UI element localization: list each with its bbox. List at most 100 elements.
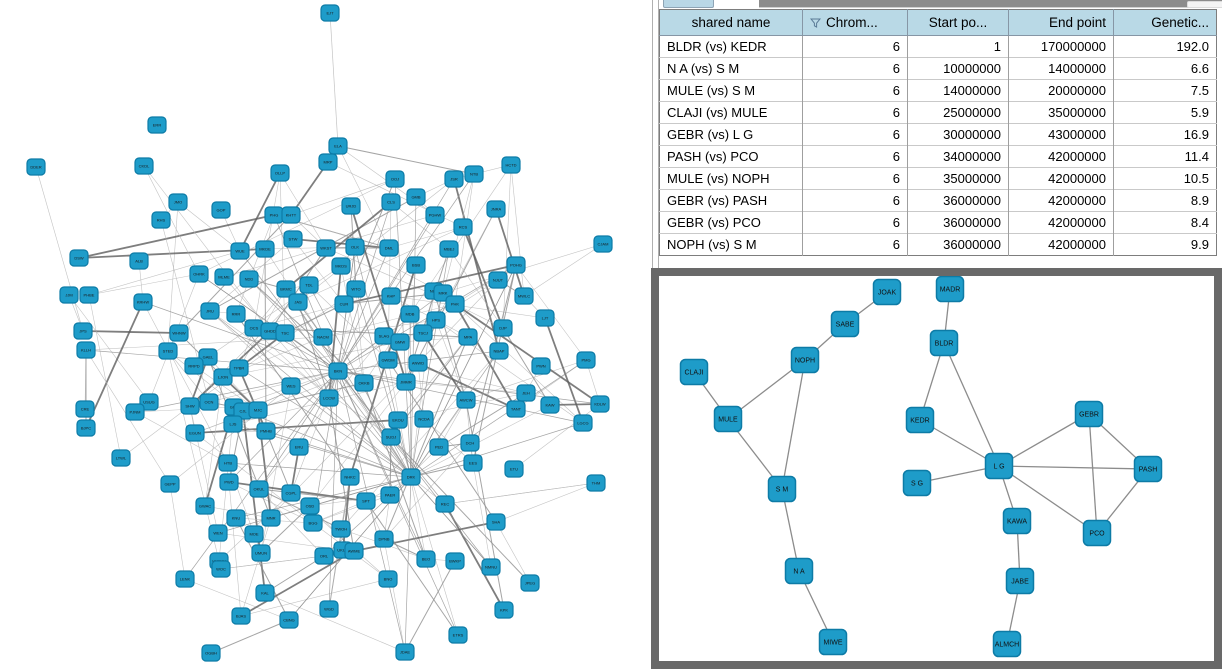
network-node[interactable] xyxy=(486,200,506,218)
network-node[interactable] xyxy=(195,497,215,515)
network-node[interactable] xyxy=(129,252,149,270)
network-node[interactable] xyxy=(201,644,221,662)
network-node[interactable] xyxy=(463,454,483,472)
network-node[interactable] xyxy=(300,497,320,515)
network-node[interactable] xyxy=(255,240,275,258)
network-node[interactable] xyxy=(540,396,560,414)
cell-r5-c1[interactable]: 6 xyxy=(802,145,908,168)
cell-r1-c4[interactable]: 6.6 xyxy=(1113,57,1217,80)
subnetwork-edge-NOPH-SM[interactable] xyxy=(781,359,806,490)
subnetwork-node-ALMCH[interactable] xyxy=(992,630,1022,658)
network-node[interactable] xyxy=(200,302,220,320)
network-node[interactable] xyxy=(299,276,319,294)
network-node[interactable] xyxy=(504,460,524,478)
cell-r9-c4[interactable]: 9.9 xyxy=(1113,233,1217,256)
network-node[interactable] xyxy=(134,157,154,175)
cell-r5-c4[interactable]: 11.4 xyxy=(1113,145,1217,168)
cell-r3-c1[interactable]: 6 xyxy=(802,101,908,124)
cell-r4-c4[interactable]: 16.9 xyxy=(1113,123,1217,146)
cell-r1-c3[interactable]: 14000000 xyxy=(1008,57,1114,80)
network-node[interactable] xyxy=(281,206,301,224)
network-node[interactable] xyxy=(414,410,434,428)
network-node[interactable] xyxy=(401,468,421,486)
network-node[interactable] xyxy=(256,422,276,440)
subnetwork-node-SM[interactable] xyxy=(767,475,797,503)
cell-r7-c2[interactable]: 36000000 xyxy=(907,189,1009,212)
table-row[interactable]: GEBR (vs) PCO 6 36000000 42000000 8.4 xyxy=(659,211,1217,234)
network-node[interactable] xyxy=(439,240,459,258)
network-node[interactable] xyxy=(133,293,153,311)
cell-r8-c3[interactable]: 42000000 xyxy=(1008,211,1114,234)
cell-r6-c0[interactable]: MULE (vs) NOPH xyxy=(659,167,803,190)
network-node[interactable] xyxy=(385,170,405,188)
cell-r3-c0[interactable]: CLAJI (vs) MULE xyxy=(659,101,803,124)
network-node[interactable] xyxy=(223,415,243,433)
network-node[interactable] xyxy=(313,328,333,346)
network-node[interactable] xyxy=(345,238,365,256)
network-node[interactable] xyxy=(226,305,246,323)
network-node[interactable] xyxy=(255,584,275,602)
network-node[interactable] xyxy=(139,393,159,411)
network-node[interactable] xyxy=(239,270,259,288)
network-node[interactable] xyxy=(590,395,610,413)
column-header-genetic-[interactable]: Genetic... xyxy=(1113,9,1217,36)
table-scrollbar-track[interactable] xyxy=(759,0,1222,8)
network-node[interactable] xyxy=(486,513,506,531)
network-node[interactable] xyxy=(481,558,501,576)
cell-r2-c0[interactable]: MULE (vs) S M xyxy=(659,79,803,102)
network-node[interactable] xyxy=(316,239,336,257)
cell-r2-c4[interactable]: 7.5 xyxy=(1113,79,1217,102)
table-row[interactable]: GEBR (vs) PASH 6 36000000 42000000 8.9 xyxy=(659,189,1217,212)
network-node[interactable] xyxy=(388,411,408,429)
network-node[interactable] xyxy=(381,428,401,446)
cell-r7-c4[interactable]: 8.9 xyxy=(1113,189,1217,212)
subnetwork-edge-LG-PASH[interactable] xyxy=(998,465,1149,470)
network-node[interactable] xyxy=(406,256,426,274)
subnetwork-edge-LG-PCO[interactable] xyxy=(998,465,1098,534)
network-node[interactable] xyxy=(400,305,420,323)
cell-r9-c3[interactable]: 42000000 xyxy=(1008,233,1114,256)
network-node[interactable] xyxy=(378,570,398,588)
cell-r8-c4[interactable]: 8.4 xyxy=(1113,211,1217,234)
network-node[interactable] xyxy=(328,362,348,380)
cell-r1-c2[interactable]: 10000000 xyxy=(907,57,1009,80)
network-node[interactable] xyxy=(493,319,513,337)
subnetwork-edge-GEBR-PCO[interactable] xyxy=(1088,413,1098,534)
network-node[interactable] xyxy=(406,188,426,206)
network-node[interactable] xyxy=(390,333,410,351)
table-row[interactable]: NOPH (vs) S M 6 36000000 42000000 9.9 xyxy=(659,233,1217,256)
subnetwork-node-BLDR[interactable] xyxy=(929,329,959,357)
network-node[interactable] xyxy=(270,164,290,182)
subnetwork-node-SG[interactable] xyxy=(902,469,932,497)
network-node[interactable] xyxy=(73,322,93,340)
table-row[interactable]: CLAJI (vs) MULE 6 25000000 35000000 5.9 xyxy=(659,101,1217,124)
cell-r3-c3[interactable]: 35000000 xyxy=(1008,101,1114,124)
network-node[interactable] xyxy=(226,509,246,527)
cell-r8-c1[interactable]: 6 xyxy=(802,211,908,234)
network-node[interactable] xyxy=(429,438,449,456)
network-node[interactable] xyxy=(573,414,593,432)
network-node[interactable] xyxy=(288,293,308,311)
table-row[interactable]: BLDR (vs) KEDR 6 1 170000000 192.0 xyxy=(659,35,1217,58)
network-node[interactable] xyxy=(318,153,338,171)
network-node[interactable] xyxy=(59,286,79,304)
cell-r6-c2[interactable]: 35000000 xyxy=(907,167,1009,190)
subnetwork-node-MULE[interactable] xyxy=(713,405,743,433)
network-node[interactable] xyxy=(160,475,180,493)
column-header-chrom-[interactable]: Chrom... xyxy=(802,9,908,36)
network-node[interactable] xyxy=(319,389,339,407)
column-header-end-point[interactable]: End point xyxy=(1008,9,1114,36)
network-node[interactable] xyxy=(175,570,195,588)
network-node[interactable] xyxy=(379,239,399,257)
network-node[interactable] xyxy=(289,438,309,456)
network-node[interactable] xyxy=(214,268,234,286)
cell-r2-c1[interactable]: 6 xyxy=(802,79,908,102)
network-node[interactable] xyxy=(516,384,536,402)
network-node[interactable] xyxy=(514,287,534,305)
cell-r4-c2[interactable]: 30000000 xyxy=(907,123,1009,146)
network-node[interactable] xyxy=(535,309,555,327)
network-node[interactable] xyxy=(320,4,340,22)
network-node[interactable] xyxy=(576,351,596,369)
network-node[interactable] xyxy=(531,357,551,375)
network-node[interactable] xyxy=(79,286,99,304)
